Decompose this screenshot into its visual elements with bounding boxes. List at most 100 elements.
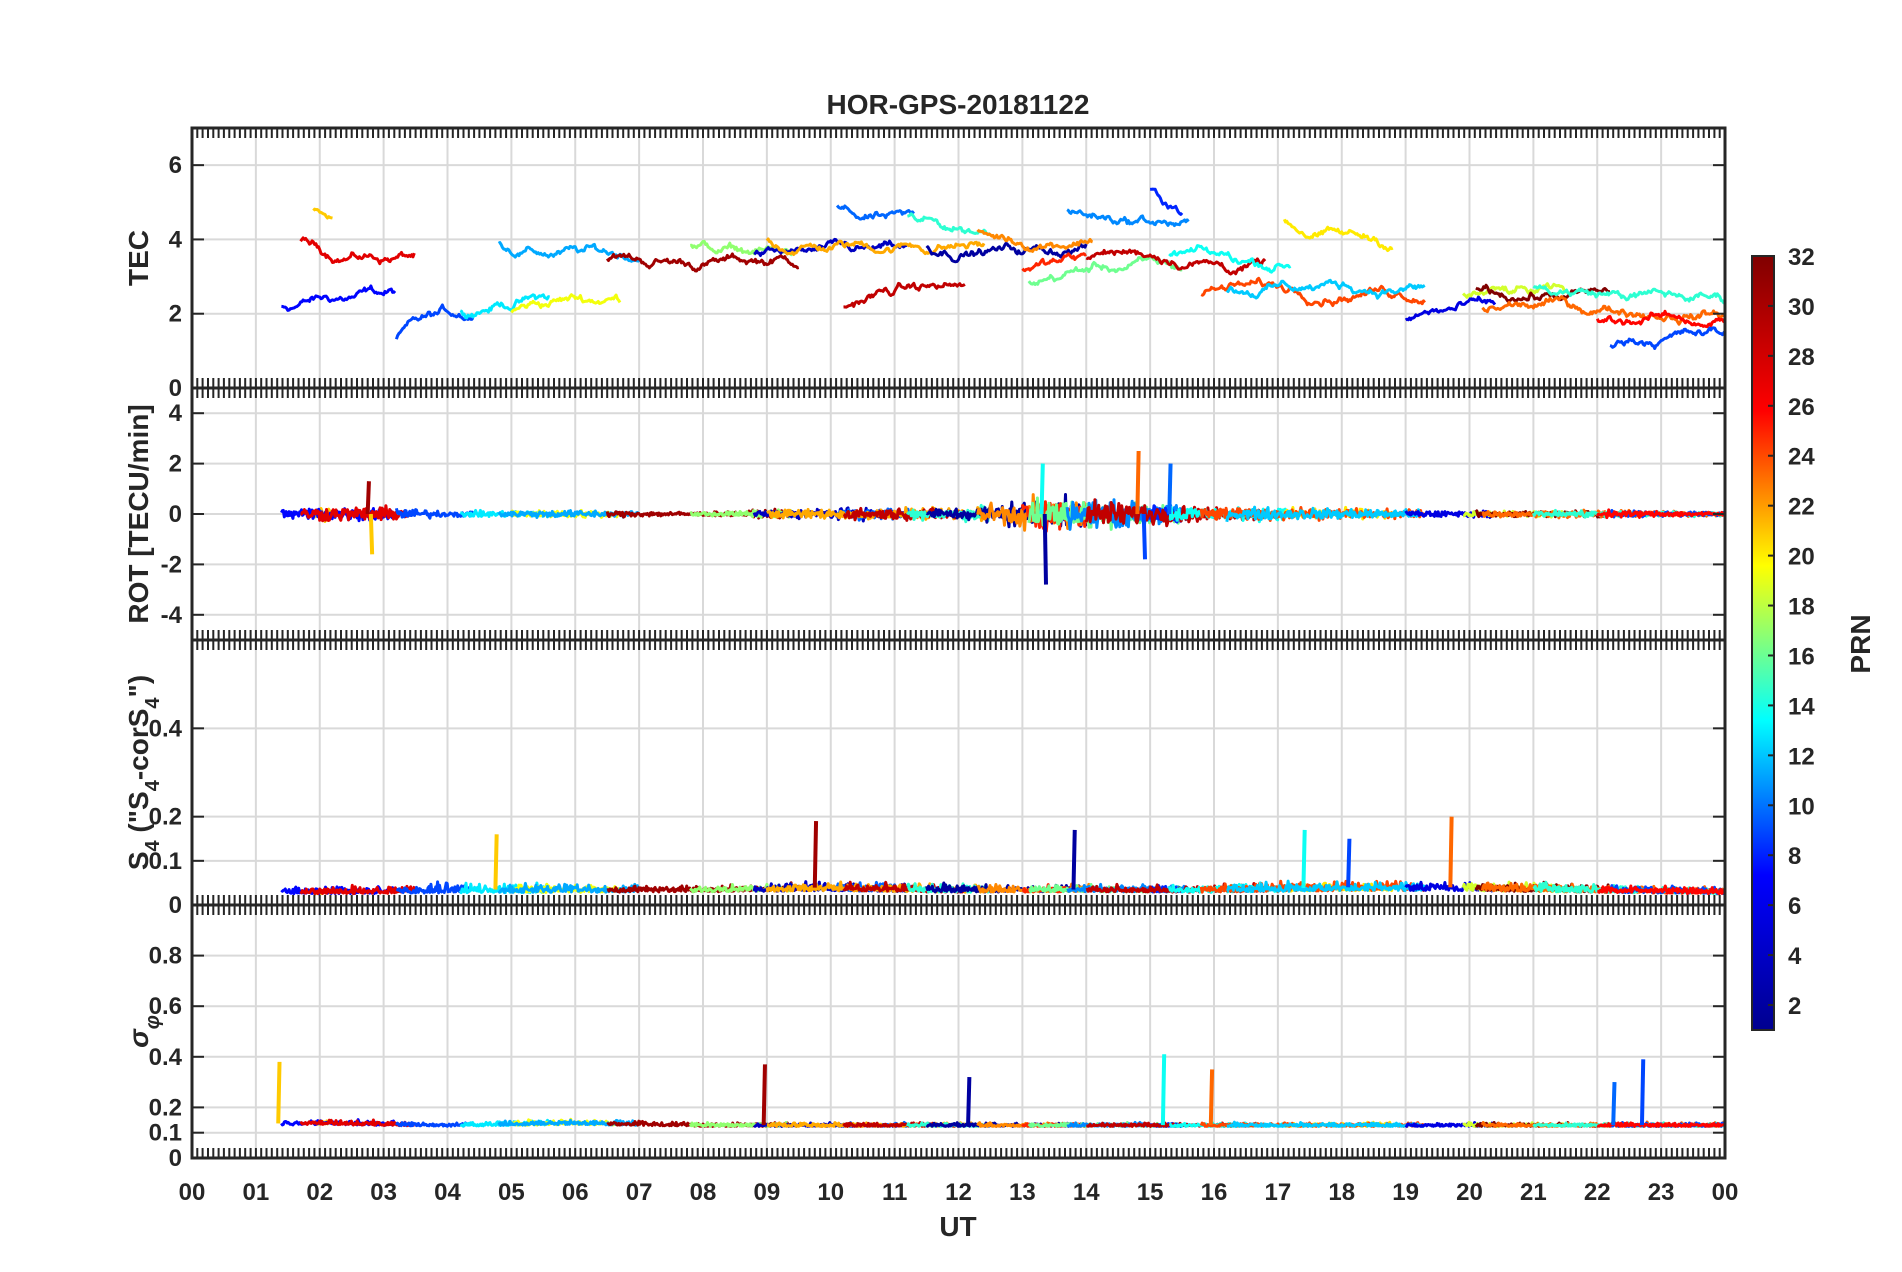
series-prn-7 (394, 303, 475, 340)
y-axis-label-part: σ (123, 1028, 154, 1048)
series-prn-21 (1282, 218, 1394, 253)
y-tick-label: 0 (169, 375, 182, 402)
series-prn-11 (1226, 879, 1426, 894)
series-prn-5 (281, 284, 397, 312)
series-prn-22 (312, 207, 333, 220)
spike-prn-8 (1611, 1082, 1617, 1126)
spike-prn-25 (1208, 1069, 1215, 1126)
colorbar-tick-label: 12 (1788, 743, 1815, 770)
series-prn-28 (1596, 1121, 1725, 1128)
series-prn-14 (907, 212, 991, 236)
x-tick-label: 06 (562, 1179, 589, 1206)
spike-prn-7 (1346, 838, 1352, 888)
y-tick-label: 2 (169, 451, 182, 478)
series-prn-23 (765, 237, 986, 256)
colorbar-tick-label: 14 (1788, 693, 1815, 720)
series-prn-11 (1226, 1120, 1426, 1128)
x-tick-label: 09 (754, 1179, 781, 1206)
colorbar-tick-label: 8 (1788, 843, 1801, 870)
y-axis-label: ROT [TECU/min] (123, 404, 154, 623)
colorbar-tick-label: 28 (1788, 344, 1815, 371)
spike-prn-13 (1160, 1054, 1167, 1126)
colorbar-tick-label: 18 (1788, 594, 1815, 621)
series-prn-3 (753, 237, 909, 257)
series-prn-29 (300, 504, 416, 523)
panel-s4-series (280, 816, 1725, 896)
series-prn-19 (1462, 282, 1567, 299)
panel-sigma_phi-series (276, 1054, 1725, 1128)
panel-s4: 00.10.20.4S4 ("S4-corS4") (123, 638, 1727, 919)
spike-prn-13 (1039, 463, 1045, 515)
colorbar-label: PRN (1845, 614, 1876, 673)
x-tick-label: 00 (179, 1179, 206, 1206)
series-prn-8 (835, 204, 915, 221)
series-prn-7 (1609, 326, 1725, 350)
series-prn-30 (1085, 248, 1267, 276)
spike-prn-31 (365, 481, 371, 515)
spike-prn-22 (276, 1061, 282, 1124)
colorbar-tick-label: 2 (1788, 993, 1801, 1020)
series-prn-24 (976, 228, 1094, 253)
series-prn-16 (1027, 255, 1183, 286)
series-prn-2 (925, 242, 1088, 264)
y-tick-label: 0.6 (149, 993, 182, 1020)
y-axis-label: σφ (123, 1015, 164, 1048)
x-tick-label: 01 (243, 1179, 270, 1206)
y-tick-label: 0 (169, 892, 182, 919)
spike-prn-22 (368, 513, 375, 555)
x-tick-label: 17 (1265, 1179, 1292, 1206)
spike-prn-25 (1448, 816, 1454, 888)
y-tick-label: 0.1 (149, 848, 182, 875)
y-tick-label: 0 (169, 1145, 182, 1172)
x-tick-label: 13 (1009, 1179, 1036, 1206)
spike-prn-31 (761, 1064, 767, 1126)
spike-prn-13 (1301, 829, 1307, 889)
series-prn-7 (395, 880, 475, 895)
y-tick-label: 0.4 (149, 715, 183, 742)
series-prn-28 (1595, 508, 1725, 520)
x-tick-label: 19 (1392, 1179, 1419, 1206)
y-tick-label: 4 (169, 400, 183, 427)
series-prn-30 (843, 281, 966, 309)
colorbar-tick-label: 4 (1788, 943, 1802, 970)
series-prn-14 (1532, 284, 1725, 305)
minor-ticks (191, 388, 1726, 640)
spike-prn-22 (493, 834, 499, 890)
series-prn-6 (1149, 187, 1184, 216)
series-prn-12 (459, 293, 551, 320)
y-axis-label-part: 4 (142, 839, 164, 851)
spike-prn-2 (1042, 513, 1049, 585)
spike-prn-31 (812, 821, 819, 888)
colorbar-tick-label: 26 (1788, 394, 1815, 421)
spike-prn-7 (1141, 513, 1148, 560)
colorbar-tick-label: 24 (1788, 444, 1815, 471)
colorbar-tick-label: 32 (1788, 244, 1815, 271)
y-tick-label: 0.4 (149, 1044, 183, 1071)
spike-prn-25 (1135, 450, 1141, 515)
series-prn-4 (1404, 295, 1497, 322)
y-axis-label-part: S (123, 851, 154, 870)
y-tick-label: 2 (169, 301, 182, 328)
panel-rot: -4 -2 0 2 4 ROT [TECU/min] (123, 386, 1727, 642)
x-tick-label: 08 (690, 1179, 717, 1206)
x-tick-label: 02 (306, 1179, 333, 1206)
y-axis-label: TEC (123, 230, 154, 286)
spike-prn-7 (1639, 1059, 1646, 1126)
series-prn-13 (1168, 244, 1292, 274)
panel-sigma_phi: 00.10.2 0.4 0.6 0.8 σφ (123, 903, 1727, 1172)
x-tick-label: 16 (1201, 1179, 1228, 1206)
colorbar-tick-label: 6 (1788, 893, 1801, 920)
x-tick-label: 10 (817, 1179, 844, 1206)
colorbar-tick-label: 30 (1788, 294, 1815, 321)
series-prn-9 (1066, 208, 1190, 228)
y-axis-label-part: φ (142, 1015, 164, 1029)
y-tick-label: -2 (161, 551, 182, 578)
x-axis-label: UT (939, 1211, 976, 1242)
y-axis-label-part: ") (123, 675, 154, 698)
x-tick-label: 00 (1712, 1179, 1739, 1206)
colorbar-gradient (1751, 255, 1775, 1031)
x-tick-label: 21 (1520, 1179, 1547, 1206)
